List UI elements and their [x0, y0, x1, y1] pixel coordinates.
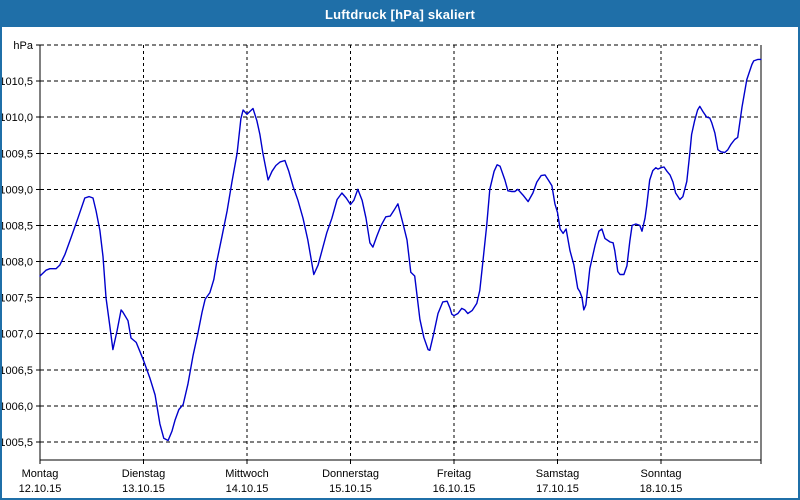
y-axis-tick-label: 1009,5: [2, 148, 33, 160]
y-axis-tick-label: 1007,5: [2, 293, 33, 305]
x-axis-date-label: 12.10.15: [19, 483, 62, 495]
y-axis-tick-label: 1007,0: [2, 329, 33, 341]
x-axis-day-label: Dienstag: [122, 468, 165, 480]
y-axis-tick-label: 1010,0: [2, 112, 33, 124]
x-axis-date-label: 16.10.15: [433, 483, 476, 495]
x-axis-date-label: 15.10.15: [329, 483, 372, 495]
y-axis-tick-label: 1008,5: [2, 220, 33, 232]
y-axis-tick-label: 1006,5: [2, 365, 33, 377]
x-axis-day-label: Samstag: [536, 468, 579, 480]
x-axis-date-label: 14.10.15: [226, 483, 269, 495]
x-axis-day-label: Freitag: [437, 468, 471, 480]
y-axis-unit-label: hPa: [13, 40, 33, 52]
x-axis-day-label: Mittwoch: [225, 468, 268, 480]
y-axis-tick-label: 1009,0: [2, 184, 33, 196]
x-axis-date-label: 17.10.15: [536, 483, 579, 495]
window-titlebar: Luftdruck [hPa] skaliert: [2, 2, 798, 27]
x-axis-date-label: 18.10.15: [640, 483, 683, 495]
window-title: Luftdruck [hPa] skaliert: [325, 7, 475, 22]
y-axis-tick-label: 1008,0: [2, 257, 33, 269]
y-axis-tick-label: 1010,5: [2, 76, 33, 88]
x-axis-date-label: 13.10.15: [122, 483, 165, 495]
x-axis-day-label: Montag: [22, 468, 59, 480]
pressure-line: [39, 58, 762, 442]
x-axis-day-label: Donnerstag: [322, 468, 379, 480]
y-axis-tick-label: 1006,0: [2, 401, 33, 413]
y-axis-tick-label: 1005,5: [2, 437, 33, 449]
plot-frame: [39, 45, 762, 461]
x-axis-day-label: Sonntag: [641, 468, 682, 480]
